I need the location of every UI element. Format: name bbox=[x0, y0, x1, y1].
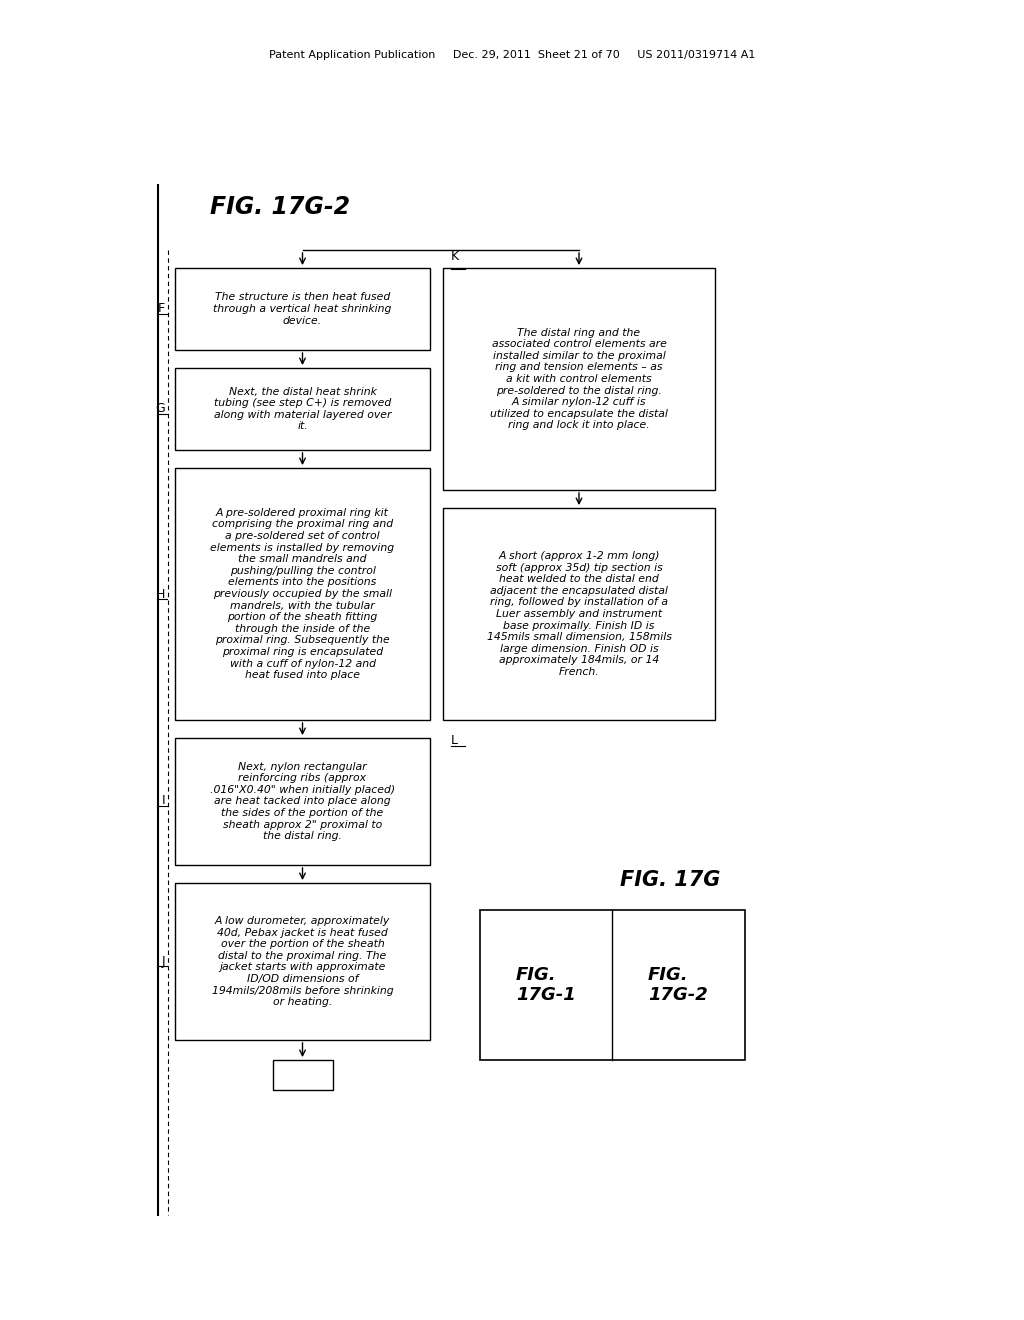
Text: FIG. 17G: FIG. 17G bbox=[620, 870, 720, 890]
Text: A short (approx 1-2 mm long)
soft (approx 35d) tip section is
heat welded to the: A short (approx 1-2 mm long) soft (appro… bbox=[486, 550, 672, 677]
Text: FIG.
17G-2: FIG. 17G-2 bbox=[648, 966, 708, 1005]
Bar bbox=[175, 368, 430, 450]
Text: L: L bbox=[451, 734, 458, 747]
Text: Patent Application Publication     Dec. 29, 2011  Sheet 21 of 70     US 2011/031: Patent Application Publication Dec. 29, … bbox=[269, 50, 755, 59]
Text: A low durometer, approximately
40d, Pebax jacket is heat fused
over the portion : A low durometer, approximately 40d, Peba… bbox=[212, 916, 393, 1007]
Text: K: K bbox=[451, 249, 459, 263]
Bar bbox=[175, 738, 430, 865]
Bar bbox=[175, 469, 430, 719]
Bar bbox=[272, 1060, 333, 1090]
Bar bbox=[443, 508, 715, 719]
Text: The distal ring and the
associated control elements are
installed similar to the: The distal ring and the associated contr… bbox=[490, 327, 668, 430]
Text: FIG. 17G-2: FIG. 17G-2 bbox=[210, 195, 350, 219]
Text: A pre-soldered proximal ring kit
comprising the proximal ring and
a pre-soldered: A pre-soldered proximal ring kit compris… bbox=[211, 508, 394, 680]
Text: FIG.
17G-1: FIG. 17G-1 bbox=[516, 966, 575, 1005]
Bar bbox=[175, 883, 430, 1040]
Text: The structure is then heat fused
through a vertical heat shrinking
device.: The structure is then heat fused through… bbox=[213, 293, 392, 326]
Text: H: H bbox=[156, 587, 165, 601]
Text: F: F bbox=[158, 302, 165, 315]
Text: Next, nylon rectangular
reinforcing ribs (approx
.016"X0.40" when initially plac: Next, nylon rectangular reinforcing ribs… bbox=[210, 762, 395, 841]
Bar bbox=[443, 268, 715, 490]
Bar bbox=[480, 909, 745, 1060]
Bar bbox=[175, 268, 430, 350]
Text: Next, the distal heat shrink
tubing (see step C+) is removed
along with material: Next, the distal heat shrink tubing (see… bbox=[214, 387, 391, 432]
Text: G: G bbox=[156, 403, 165, 416]
Text: J: J bbox=[162, 954, 165, 968]
Text: I: I bbox=[162, 795, 165, 808]
